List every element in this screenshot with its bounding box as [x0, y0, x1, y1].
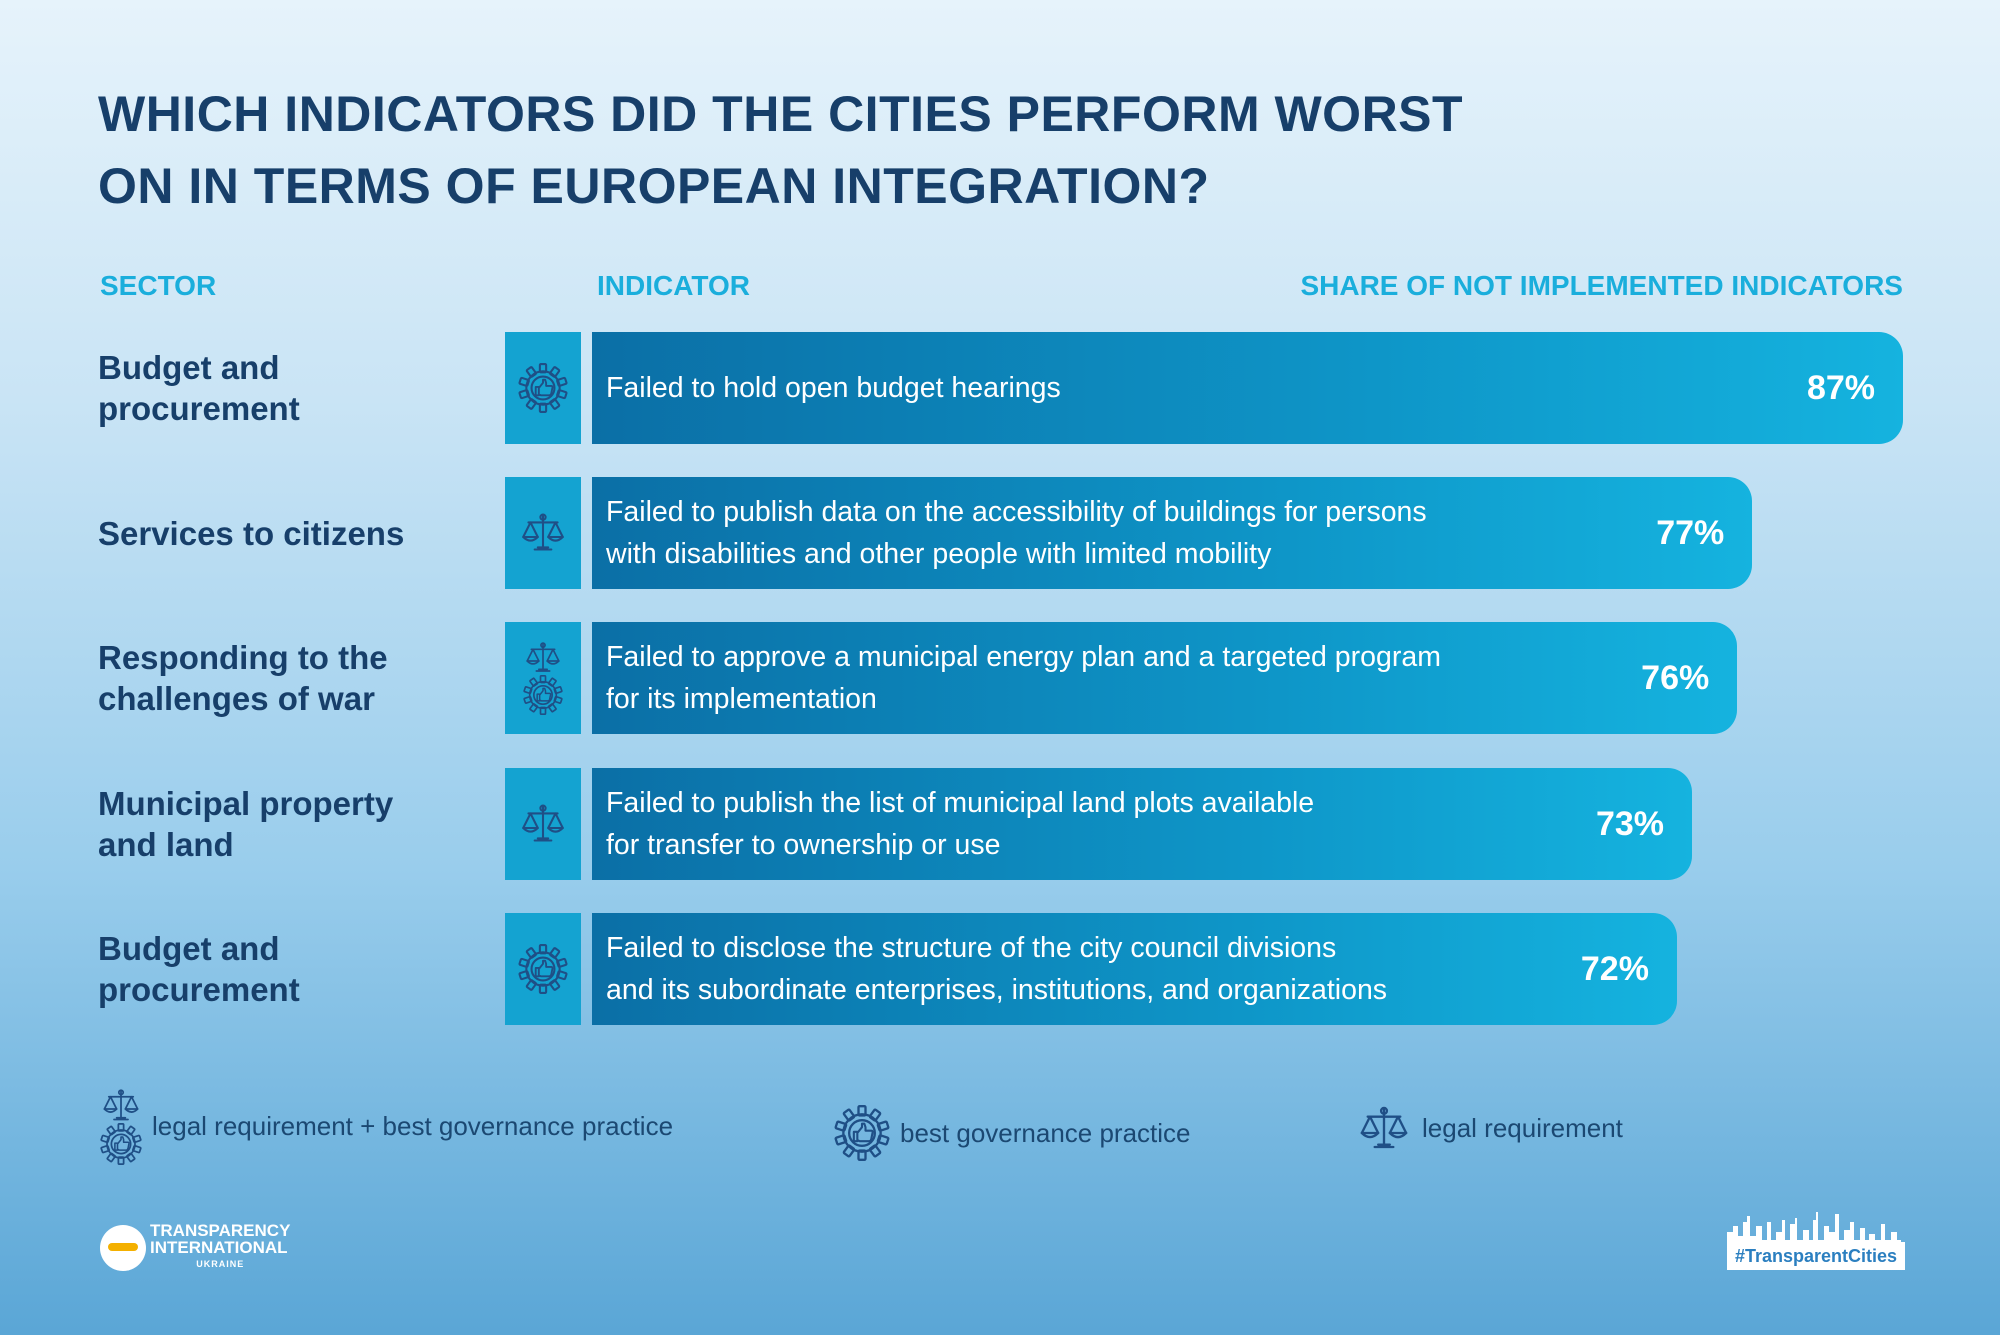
hashtag-label: #TransparentCities [1727, 1242, 1905, 1270]
indicator-text-line: Failed to approve a municipal energy pla… [606, 641, 1441, 673]
sector-label-line: Responding to the [98, 639, 388, 676]
sector-label: Services to citizens [98, 477, 488, 589]
logo-line-1: TRANSPARENCY [150, 1221, 291, 1240]
ti-ukraine-logo: TRANSPARENCY INTERNATIONAL UKRAINE [100, 1222, 290, 1273]
sector-label-line: challenges of war [98, 680, 375, 717]
scales-icon [526, 642, 560, 673]
scales-icon [522, 804, 564, 842]
chart-row: Budget and procurement Failed to hold open… [0, 332, 2000, 444]
indicator-type-icon-box [505, 768, 581, 880]
indicator-text-line: Failed to disclose the structure of the … [606, 932, 1337, 964]
legend-item: legal requirement + best governance prac… [100, 1088, 673, 1165]
sector-label: Budget and procurement [98, 332, 488, 444]
sector-label: Budget and procurement [98, 913, 488, 1025]
indicator-text-line: with disabilities and other people with … [606, 538, 1272, 570]
indicator-text-line: Failed to publish data on the accessibil… [606, 496, 1427, 528]
sector-label-line: procurement [98, 971, 300, 1008]
indicator-type-icon-box [505, 332, 581, 444]
sector-label-line: Services to citizens [98, 514, 405, 552]
indicator-text: Failed to publish data on the accessibil… [606, 477, 1606, 589]
chart-row: Services to citizens Failed to publish da… [0, 477, 2000, 589]
indicator-text-line: Failed to publish the list of municipal … [606, 787, 1315, 819]
sector-label-line: Budget and [98, 349, 280, 386]
sector-label-line: procurement [98, 390, 300, 427]
gear-thumb-icon [834, 1105, 890, 1161]
scales-icon [522, 513, 564, 551]
bar [592, 332, 1903, 444]
value-label: 72% [1580, 949, 1649, 988]
sector-label-line: Municipal property [98, 785, 394, 822]
indicator-text-line: Failed to hold open budget hearings [606, 372, 1061, 404]
indicator-text-line: for its implementation [606, 683, 877, 715]
hashtag-badge: #TransparentCities [1727, 1210, 1905, 1272]
gear-thumb-icon [523, 674, 563, 715]
indicator-text: Failed to publish the list of municipal … [606, 768, 1606, 880]
value-label: 87% [1806, 368, 1875, 407]
title-line-1: WHICH INDICATORS DID THE CITIES PERFORM … [98, 86, 1464, 142]
sector-label: Responding to the challenges of war [98, 622, 488, 734]
logo-line-3: UKRAINE [196, 1259, 245, 1269]
gear-thumb-icon [100, 1123, 142, 1165]
sector-label-line: and land [98, 826, 234, 863]
legend-label: legal requirement [1422, 1112, 1623, 1143]
chart-title: WHICH INDICATORS DID THE CITIES PERFORM … [98, 78, 1598, 222]
bar [592, 913, 1677, 1025]
scales-icon [103, 1089, 139, 1121]
column-header-share: SHARE OF NOT IMPLEMENTED INDICATORS [1300, 270, 1903, 301]
indicator-text: Failed to disclose the structure of the … [606, 913, 1606, 1025]
indicator-type-icon-box [505, 477, 581, 589]
city-skyline-icon [1727, 1212, 1901, 1242]
indicator-text: Failed to hold open budget hearings [606, 332, 1606, 444]
bar [592, 477, 1753, 589]
logo-mark-icon [100, 1224, 146, 1271]
chart-row: Municipal property and land Failed to publ… [0, 768, 2000, 880]
indicator-type-icon-box [505, 622, 581, 734]
legend-label: legal requirement + best governance prac… [152, 1111, 674, 1141]
sector-label-line: Budget and [98, 930, 280, 967]
chart-row: Budget and procurement Failed to disclose … [0, 913, 2000, 1025]
legend-item: best governance practice [834, 1105, 1191, 1161]
bar [592, 768, 1693, 880]
chart-row: Responding to the challenges of war Failed… [0, 622, 2000, 734]
bar [592, 622, 1738, 734]
sector-label: Municipal property and land [98, 768, 488, 880]
column-header-sector: SECTOR [100, 270, 217, 301]
legend-item: legal requirement [1356, 1105, 1623, 1152]
column-header-indicator: INDICATOR [597, 270, 750, 301]
gear-thumb-icon [518, 944, 568, 994]
value-label: 77% [1656, 513, 1725, 552]
indicator-text: Failed to approve a municipal energy pla… [606, 622, 1606, 734]
title-line-2: ON IN TERMS OF EUROPEAN INTEGRATION? [98, 158, 1210, 214]
logo-line-2: INTERNATIONAL [150, 1238, 288, 1257]
indicator-text-line: and its subordinate enterprises, institu… [606, 974, 1388, 1006]
value-label: 73% [1595, 804, 1665, 843]
indicator-type-icon-box [505, 913, 581, 1025]
value-label: 76% [1641, 658, 1710, 697]
gear-thumb-icon [518, 363, 568, 413]
indicator-text-line: for transfer to ownership or use [606, 829, 1001, 861]
legend-label: best governance practice [900, 1117, 1191, 1148]
scales-icon [1360, 1106, 1408, 1149]
